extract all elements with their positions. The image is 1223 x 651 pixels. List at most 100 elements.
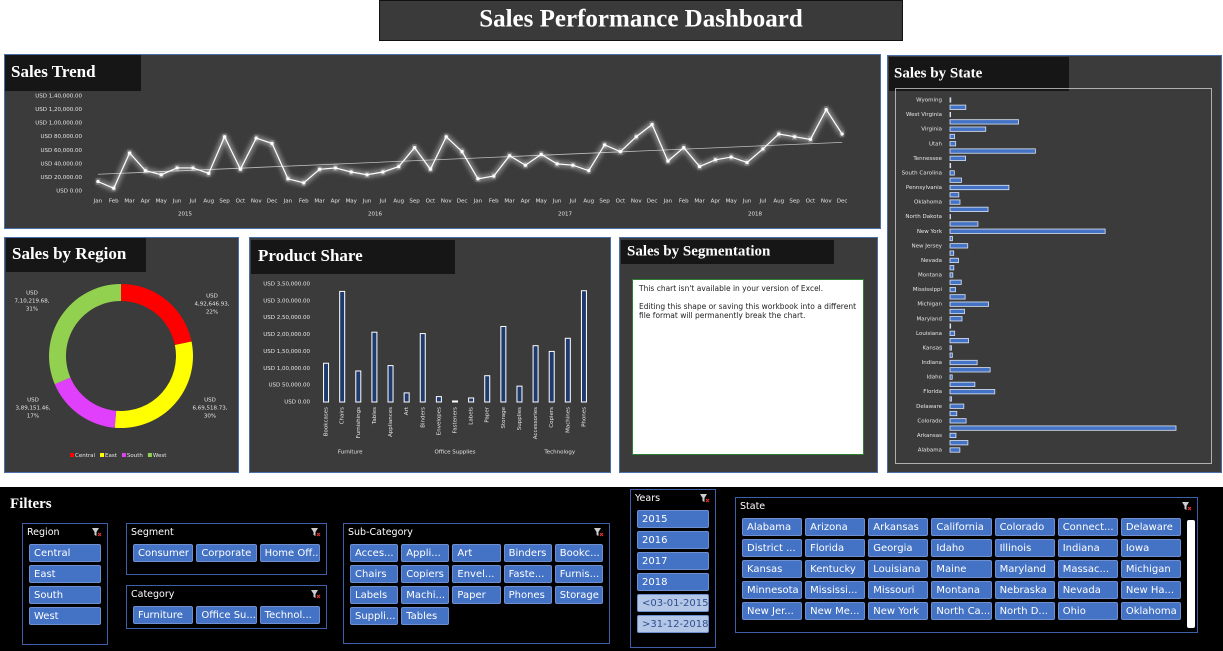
slicer-button[interactable]: South — [29, 586, 101, 604]
point — [618, 150, 623, 154]
slicer-button[interactable]: Faste... — [503, 565, 552, 583]
slicer-button[interactable]: New York — [868, 602, 929, 620]
slicer-button[interactable]: Office Su... — [196, 606, 257, 624]
slicer-button[interactable]: West — [29, 607, 101, 625]
slicer-button[interactable]: Phones — [503, 586, 552, 604]
slicer-button[interactable]: Home Off... — [259, 544, 320, 562]
slicer-button[interactable]: 2018 — [637, 573, 709, 591]
slicer-button[interactable]: Storage — [554, 586, 603, 604]
slicer-button[interactable]: Maine — [931, 560, 992, 578]
point — [127, 151, 132, 155]
point — [270, 141, 274, 146]
slicer-button[interactable]: Kansas — [742, 560, 803, 578]
slicer-button[interactable]: 2015 — [637, 510, 709, 528]
slicer: Category Furniture Office Su... Technol... — [126, 585, 327, 629]
slicer-button[interactable]: North D... — [994, 602, 1055, 620]
slicer-button[interactable]: Florida — [805, 539, 866, 557]
slicer-button[interactable]: New Ha... — [1120, 581, 1181, 599]
slicer-button[interactable]: California — [931, 518, 992, 536]
slicer-button[interactable]: Minnesota — [742, 581, 803, 599]
x-tick-label: Dec — [267, 199, 278, 205]
slicer-button[interactable]: Chairs — [350, 565, 399, 583]
slicer-button[interactable]: Illinois — [994, 539, 1055, 557]
bar — [949, 119, 1019, 125]
bar — [949, 163, 952, 169]
slicer-button[interactable]: Furnis... — [554, 565, 603, 583]
slicer-button[interactable]: <03-01-2015 — [637, 594, 709, 612]
point — [602, 143, 607, 147]
slicer-button[interactable]: Central — [29, 544, 101, 562]
slicer-button[interactable]: Envel... — [452, 565, 501, 583]
slicer-button[interactable]: Nevada — [1057, 581, 1118, 599]
slicer-button[interactable]: East — [29, 565, 101, 583]
slicer-button[interactable]: Suppli... — [350, 607, 399, 625]
data-label: 17% — [27, 414, 39, 420]
slicer-button[interactable]: Oklahoma — [1120, 602, 1181, 620]
slicer-button[interactable]: Nebraska — [994, 581, 1055, 599]
slicer-button[interactable]: Alabama — [742, 518, 803, 536]
slicer-button[interactable]: Machi... — [401, 586, 450, 604]
slicer-button[interactable]: Corporate — [196, 544, 257, 562]
slicer-button[interactable]: Acces... — [350, 544, 399, 562]
panel-title: Sales Trend — [11, 62, 96, 81]
slicer-button[interactable]: Paper — [452, 586, 501, 604]
slicer-button[interactable]: Kentucky — [805, 560, 866, 578]
clear-filter-icon[interactable] — [1182, 502, 1192, 511]
slicer-button[interactable]: North Ca... — [931, 602, 992, 620]
slicer-button[interactable]: 2017 — [637, 552, 709, 570]
slicer-button[interactable]: Arkansas — [868, 518, 929, 536]
bar — [949, 418, 967, 424]
slicer-button[interactable]: New Me... — [805, 602, 866, 620]
slicer-button[interactable]: 2016 — [637, 531, 709, 549]
clear-filter-icon[interactable] — [311, 528, 321, 537]
slicer-button[interactable]: Mississi... — [805, 581, 866, 599]
x-tick-label: Nov — [441, 199, 452, 205]
legend-swatch — [100, 453, 105, 457]
clear-filter-icon[interactable] — [311, 590, 321, 599]
point — [840, 132, 844, 136]
slicer-button[interactable]: >31-12-2018 — [637, 615, 709, 633]
slicer-button[interactable]: Michigan — [1120, 560, 1181, 578]
notice-line: Editing this shape or saving this workbo… — [639, 302, 857, 320]
clear-filter-icon[interactable] — [92, 528, 102, 537]
y-tick-label: New York — [917, 229, 943, 235]
slicer-button[interactable]: Colorado — [994, 518, 1055, 536]
slicer-button[interactable]: Tables — [401, 607, 450, 625]
point — [792, 135, 797, 139]
slicer-button[interactable]: District ... — [742, 539, 803, 557]
point — [397, 164, 401, 169]
y-tick-label: USD 3,00,000.00 — [263, 298, 310, 304]
slicer-button[interactable]: Montana — [931, 581, 992, 599]
scrollbar[interactable] — [1187, 520, 1195, 628]
x-tick-label: Dec — [837, 199, 848, 205]
slicer-button[interactable]: Consumer — [133, 544, 194, 562]
slicer-button[interactable]: Iowa — [1120, 539, 1181, 557]
slicer-button[interactable]: Georgia — [868, 539, 929, 557]
slicer-button[interactable]: Maryland — [994, 560, 1055, 578]
slicer-button[interactable]: Missouri — [868, 581, 929, 599]
slicer-button[interactable]: Art — [452, 544, 501, 562]
slicer-button[interactable]: Louisiana — [868, 560, 929, 578]
bar — [516, 385, 523, 403]
slicer-button[interactable]: Indiana — [1057, 539, 1118, 557]
slicer-button[interactable]: Technol... — [259, 606, 320, 624]
slicer-button[interactable]: Labels — [350, 586, 399, 604]
slicer-button[interactable]: Ohio — [1057, 602, 1118, 620]
clear-filter-icon[interactable] — [594, 528, 604, 537]
slicer-button[interactable]: Binders — [503, 544, 552, 562]
clear-filter-icon[interactable] — [700, 494, 710, 503]
slicer-button[interactable]: Appli... — [401, 544, 450, 562]
slicer-button[interactable]: Arizona — [805, 518, 866, 536]
slicer-button[interactable]: Idaho — [931, 539, 992, 557]
slicer-button[interactable]: Furniture — [133, 606, 194, 624]
y-tick-label: USD 2,00,000.00 — [263, 332, 310, 338]
slicer-button[interactable]: Copiers — [401, 565, 450, 583]
slicer-button[interactable]: Delaware — [1120, 518, 1181, 536]
slicer-button[interactable]: Massac... — [1057, 560, 1118, 578]
point — [349, 170, 353, 174]
x-tick-label: Machines — [565, 407, 571, 433]
slicer-button[interactable]: New Jer... — [742, 602, 803, 620]
slicer-button[interactable]: Connect... — [1057, 518, 1118, 536]
slicer-button[interactable]: Bookc... — [554, 544, 603, 562]
legend-swatch — [70, 453, 74, 457]
